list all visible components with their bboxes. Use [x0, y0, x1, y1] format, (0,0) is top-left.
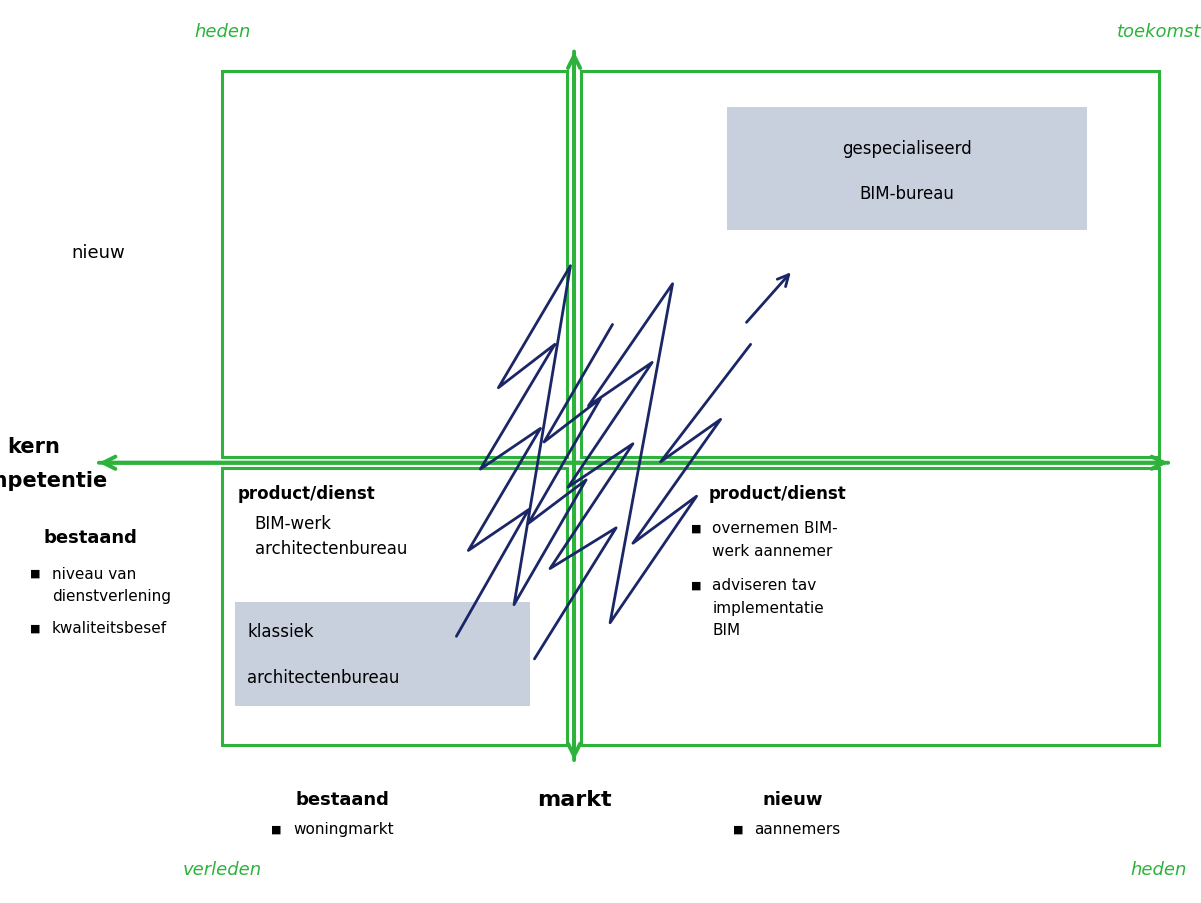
Text: klassiek: klassiek: [247, 622, 313, 640]
Text: architectenbureau: architectenbureau: [247, 668, 400, 686]
Text: ■: ■: [691, 523, 701, 534]
Text: niveau van: niveau van: [52, 566, 136, 581]
Text: product/dienst: product/dienst: [709, 485, 847, 503]
Text: ■: ■: [733, 824, 743, 834]
Text: heden: heden: [195, 23, 250, 41]
Text: kern: kern: [7, 437, 60, 457]
Bar: [581, 469, 1159, 745]
Text: ■: ■: [30, 568, 41, 579]
Text: gespecialiseerd: gespecialiseerd: [842, 140, 972, 158]
Text: verleden: verleden: [183, 860, 262, 878]
Text: nieuw: nieuw: [763, 790, 823, 808]
Text: dienstverlening: dienstverlening: [52, 589, 171, 603]
Text: ■: ■: [30, 622, 41, 633]
Text: bestaand: bestaand: [295, 790, 389, 808]
Text: nieuw: nieuw: [72, 244, 125, 262]
Bar: [222, 72, 567, 458]
Text: markt: markt: [537, 789, 611, 809]
Text: product/dienst: product/dienst: [238, 485, 376, 503]
Text: BIM: BIM: [712, 623, 740, 638]
Bar: [727, 108, 1087, 230]
Text: ■: ■: [271, 824, 282, 834]
Text: kwaliteitsbesef: kwaliteitsbesef: [52, 620, 167, 635]
Text: toekomst: toekomst: [1117, 23, 1201, 41]
Text: implementatie: implementatie: [712, 600, 824, 615]
Text: ■: ■: [691, 580, 701, 591]
Text: werk aannemer: werk aannemer: [712, 544, 832, 558]
Text: overnemen BIM-: overnemen BIM-: [712, 521, 838, 535]
Text: BIM-werk: BIM-werk: [255, 515, 331, 533]
Bar: [235, 602, 530, 706]
Text: heden: heden: [1131, 860, 1187, 878]
Bar: [581, 72, 1159, 458]
Text: adviseren tav: adviseren tav: [712, 578, 817, 592]
Text: competentie: competentie: [0, 470, 108, 490]
Text: aannemers: aannemers: [754, 822, 841, 836]
Text: architectenbureau: architectenbureau: [255, 539, 407, 557]
Text: woningmarkt: woningmarkt: [293, 822, 394, 836]
Text: BIM-bureau: BIM-bureau: [860, 185, 954, 202]
Text: bestaand: bestaand: [43, 528, 137, 546]
Bar: [222, 469, 567, 745]
